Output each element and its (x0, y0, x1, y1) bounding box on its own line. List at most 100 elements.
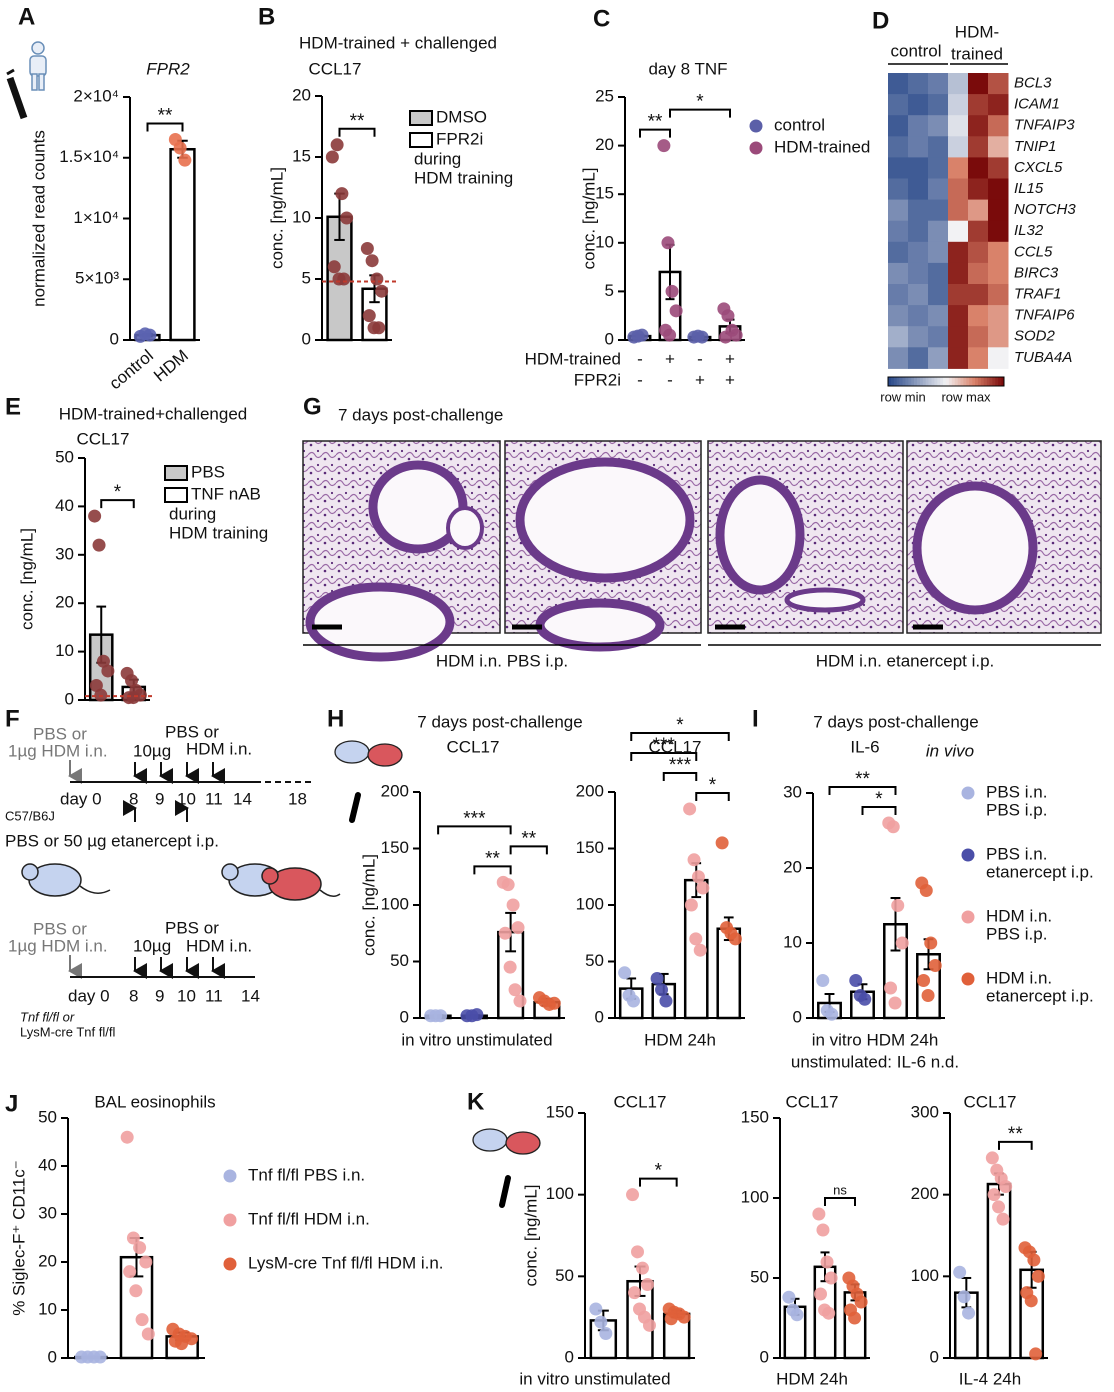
row-value: - (637, 370, 643, 389)
data-point (129, 1284, 143, 1298)
heatmap-cell (948, 115, 969, 137)
data-point (642, 1318, 656, 1332)
data-point (650, 971, 664, 985)
gene-label: TNIP1 (1014, 138, 1057, 155)
protocol-text: HDM i.n. (186, 739, 252, 758)
data-point (325, 150, 339, 164)
legend-swatch (749, 119, 763, 133)
y-tick-label: 20 (595, 135, 614, 154)
significance-bracket (473, 865, 512, 875)
day-label: 10 (177, 986, 196, 1005)
chart-title: FPR2 (146, 59, 190, 78)
y-axis-label: conc. [ng/mL] (359, 854, 378, 956)
legend-label: etanercept i.p. (986, 986, 1094, 1005)
data-point (816, 974, 830, 987)
significance-bracket (662, 771, 698, 781)
significance-label: ** (350, 111, 365, 132)
data-point (790, 1308, 804, 1322)
legend-label: HDM i.n. (986, 968, 1052, 987)
note: in vivo (926, 741, 974, 760)
y-tick-label: 200 (576, 781, 604, 800)
data-point (513, 994, 527, 1008)
data-point (618, 966, 632, 980)
heatmap-cell (908, 199, 929, 222)
y-tick-label: 100 (741, 1187, 769, 1206)
heatmap-cell (888, 305, 909, 327)
significance-bracket (437, 825, 512, 835)
data-point (501, 878, 515, 892)
day-label: 9 (155, 789, 164, 808)
y-tick-label: 0 (595, 1007, 604, 1026)
x-axis-label: in vitro HDM 24h (812, 1030, 939, 1049)
data-point (992, 1200, 1006, 1214)
heatmap-cell (928, 326, 949, 348)
y-tick-label: 200 (381, 781, 409, 800)
legend-note: during (169, 504, 216, 523)
y-tick-label: 15 (292, 146, 311, 165)
data-point (687, 853, 701, 867)
colorbar-frame (887, 376, 1005, 387)
legend-swatch (164, 465, 188, 481)
colorbar (989, 377, 993, 386)
panel-label: F (5, 705, 20, 732)
heatmap-cell (908, 305, 929, 327)
legend-label: LysM-cre Tnf fl/fl HDM i.n. (248, 1253, 444, 1272)
significance-label: ** (855, 769, 870, 790)
data-point (665, 284, 679, 298)
heatmap-cell (968, 94, 989, 116)
chart-subtitle: CCL17 (614, 1092, 667, 1111)
heatmap-cell (968, 347, 989, 369)
day-label: 8 (129, 986, 138, 1005)
colorbar (911, 377, 915, 386)
heatmap-cell (948, 178, 969, 201)
group-label: control (890, 41, 941, 60)
heatmap-cell (988, 241, 1009, 264)
legend-swatch (223, 1257, 237, 1271)
y-tick-label: 0 (400, 1007, 409, 1026)
data-point (824, 1271, 838, 1285)
data-point (820, 1255, 834, 1269)
colorbar (931, 377, 935, 386)
gene-label: BCL3 (1014, 75, 1052, 92)
data-point (370, 272, 384, 286)
data-point (635, 1261, 649, 1275)
y-tick-label: 20 (783, 857, 802, 876)
x-axis-label: unstimulated: IL-6 n.d. (791, 1052, 959, 1071)
gene-label: TNFAIP3 (1014, 117, 1075, 134)
row-value: + (725, 370, 735, 389)
colorbar (969, 377, 973, 386)
data-point (96, 654, 110, 668)
data-point (365, 254, 379, 268)
y-axis-label: conc. [ng/mL] (579, 167, 598, 269)
gene-label: TNFAIP6 (1014, 307, 1075, 324)
colorbar (986, 377, 990, 386)
data-point (101, 664, 115, 678)
data-point (884, 981, 898, 995)
x-axis-label: IL-4 24h (959, 1369, 1021, 1388)
y-tick-label: 0 (605, 329, 614, 348)
data-point (626, 1188, 640, 1202)
y-tick-label: 0 (760, 1347, 769, 1366)
legend-swatch (223, 1169, 237, 1183)
protocol-text: Tnf fl/fl or (20, 1009, 75, 1024)
data-point (891, 899, 905, 912)
panel-label: C (593, 5, 610, 32)
heatmap-cell (948, 305, 969, 327)
colorbar (937, 377, 941, 386)
data-point (498, 926, 512, 940)
y-tick-label: 1.5×10⁴ (59, 147, 119, 166)
heatmap-cell (948, 157, 969, 179)
mouse-icon (472, 1128, 541, 1155)
colorbar (899, 377, 903, 386)
colorbar (975, 377, 979, 386)
significance-label: ** (648, 112, 663, 133)
colorbar (925, 377, 929, 386)
airways (305, 457, 1038, 662)
legend-note: HDM training (414, 168, 513, 187)
significance-bracket (146, 122, 184, 132)
data-point (125, 674, 139, 688)
day-label: 11 (205, 789, 223, 808)
heatmap-cell (888, 347, 909, 369)
data-point (729, 328, 743, 342)
